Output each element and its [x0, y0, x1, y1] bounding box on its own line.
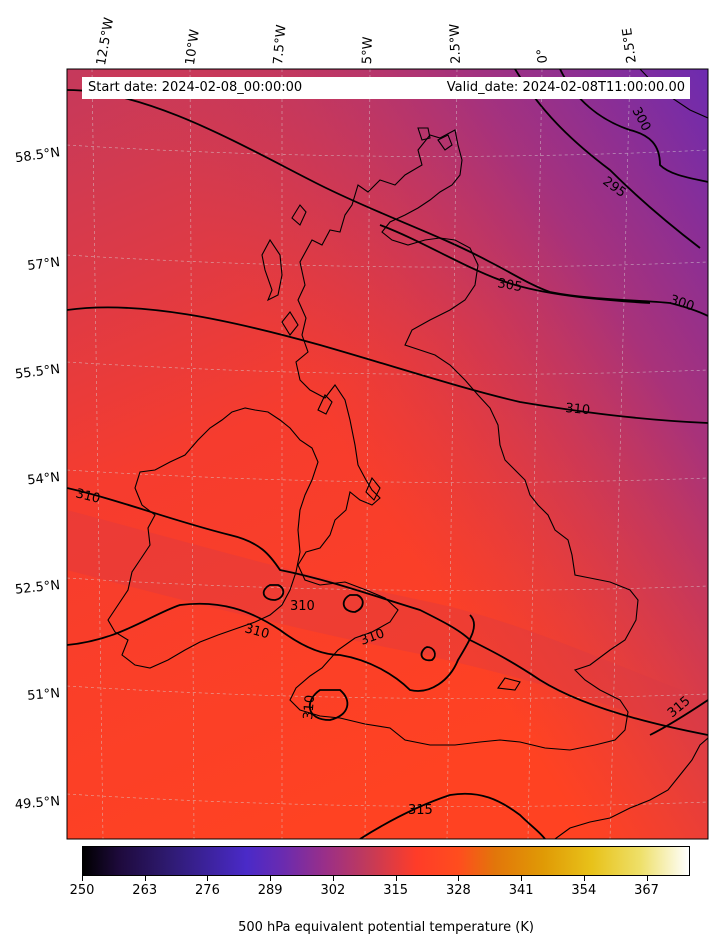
contour-315-south	[359, 792, 546, 839]
colorbar-tick-label: 276	[195, 883, 220, 898]
colorbar	[82, 846, 690, 876]
colorbar-tick-label: 250	[69, 883, 95, 898]
contour-label-310-east: 310	[565, 401, 591, 418]
contour-300-north	[67, 89, 708, 317]
contour-lines	[67, 69, 708, 839]
great-britain-coastline	[289, 129, 639, 751]
colorbar-tick	[458, 876, 460, 881]
colorbar-tick-label: 367	[634, 883, 659, 898]
colorbar-tick-label: 289	[257, 883, 283, 898]
cool-band	[67, 510, 708, 740]
isle-of-man-coastline	[365, 476, 381, 501]
contour-295	[514, 69, 701, 249]
ireland-coastline	[107, 407, 319, 669]
map-frame	[66, 68, 709, 840]
contour-305	[379, 224, 651, 304]
hebrides-coastline	[261, 238, 283, 302]
longitude-label: 2.5°W	[447, 23, 464, 64]
colorbar-title: 500 hPa equivalent potential temperature…	[238, 920, 534, 935]
colorbar-tick-label: 328	[445, 883, 471, 898]
colorbar-tick	[646, 876, 648, 881]
contour-315-east	[649, 699, 708, 736]
contour-label-300: 300	[668, 293, 696, 315]
colorbar-tick	[521, 876, 523, 881]
colorbar-tick-label: 315	[383, 883, 409, 898]
colorbar-tick-label: 341	[508, 883, 534, 898]
colorbar-tick	[144, 876, 146, 881]
contour-300-ne	[559, 69, 708, 183]
colorbar-tick-label: 354	[571, 883, 597, 898]
contour-label-310-southwest: 310	[301, 694, 318, 720]
colorbar-tick	[583, 876, 585, 881]
date-info-box: Start date: 2024-02-08_00:00:00 Valid_da…	[82, 77, 690, 99]
coastlines	[107, 69, 708, 839]
colorbar-tick	[207, 876, 209, 881]
colorbar-tick-label: 302	[320, 883, 346, 898]
start-date-text: Start date: 2024-02-08_00:00:00	[88, 80, 303, 95]
contour-label-305: 305	[496, 276, 523, 295]
longitude-label: 0°	[534, 47, 551, 64]
contour-label-315-south: 315	[408, 803, 433, 818]
contour-310-south	[67, 487, 708, 736]
colorbar-tick	[332, 876, 334, 881]
cold-air-region	[67, 69, 708, 839]
graticule	[67, 69, 708, 839]
contour-label-310-ireland: 310	[243, 621, 271, 642]
longitude-label: 5°W	[360, 36, 376, 65]
colorbar-tick	[395, 876, 397, 881]
contour-310-wales	[67, 602, 475, 692]
contour-label-310-wales: 310	[290, 599, 315, 614]
valid-date-text: Valid_date: 2024-02-08T11:00:00.00	[446, 80, 685, 95]
colorbar-tick-label: 263	[132, 883, 158, 898]
contour-label-310-west: 310	[74, 486, 102, 507]
france-coastline	[554, 737, 708, 839]
colorbar-tick	[270, 876, 272, 881]
colorbar-tick	[82, 876, 83, 881]
contour-310-north	[67, 306, 708, 424]
